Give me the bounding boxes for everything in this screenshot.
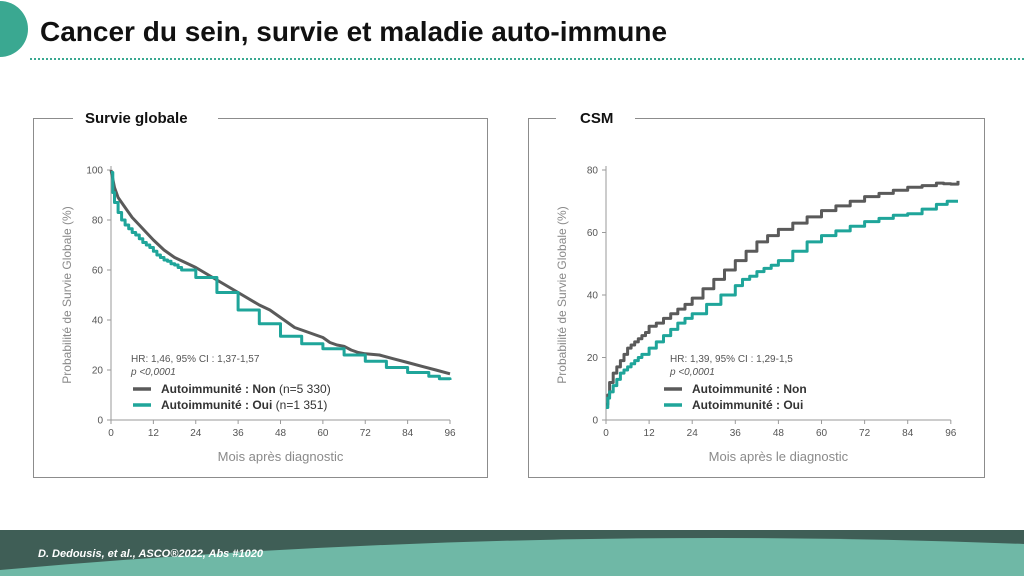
legend-entry-oui: Autoimmunité : Oui	[692, 398, 803, 412]
x-tick-label: 36	[233, 428, 245, 439]
x-tick-label: 84	[402, 428, 414, 439]
legend-label: Autoimmunité : Non	[692, 382, 807, 396]
y-tick-label: 60	[92, 266, 104, 277]
chart-panel-csm: CSM 0 20 40 60 80 0 12 24 36 48 60 72 84 96 Mois après …	[528, 110, 985, 478]
footer-light-wave	[0, 537, 1024, 576]
x-tick-label: 72	[859, 428, 871, 439]
y-tick-label: 20	[92, 366, 104, 377]
x-tick-label: 48	[275, 428, 287, 439]
x-tick-label: 12	[644, 428, 656, 439]
x-tick-label: 60	[816, 428, 828, 439]
x-tick-label: 84	[902, 428, 914, 439]
x-tick-label: 96	[444, 428, 456, 439]
legend-label: Autoimmunité : Oui	[161, 398, 272, 412]
y-tick-label: 80	[587, 166, 599, 177]
x-axis-label: Mois après diagnostic	[218, 449, 344, 464]
title-accent-circle	[0, 1, 28, 57]
legend-entry-non: Autoimmunité : Non	[692, 382, 807, 396]
chart-title: CSM	[580, 110, 613, 127]
y-tick-label: 60	[587, 228, 599, 239]
y-tick-label: 0	[97, 416, 103, 427]
y-tick-label: 40	[587, 291, 599, 302]
x-tick-label: 72	[360, 428, 372, 439]
legend-count: (n=5 330)	[276, 382, 331, 396]
x-tick-label: 12	[148, 428, 160, 439]
x-tick-label: 48	[773, 428, 785, 439]
legend-label: Autoimmunité : Non	[161, 382, 276, 396]
p-value-annotation: p <0,0001	[130, 367, 176, 378]
chart-frame	[33, 118, 488, 478]
series-line-non	[606, 180, 960, 406]
slide-title: Cancer du sein, survie et maladie auto-i…	[40, 16, 668, 47]
y-tick-label: 20	[587, 353, 599, 364]
x-tick-label: 24	[190, 428, 202, 439]
footer-band	[0, 530, 1024, 576]
x-tick-label: 24	[687, 428, 699, 439]
legend-label: Autoimmunité : Oui	[692, 398, 803, 412]
legend-entry-non: Autoimmunité : Non (n=5 330)	[161, 382, 331, 396]
chart-survie-globale: Survie globale 0 20 40 60 80 100 0 12 24 36 48 60 72 8…	[33, 110, 488, 478]
x-tick-label: 96	[945, 428, 957, 439]
chart-title: Survie globale	[85, 110, 188, 127]
legend-entry-oui: Autoimmunité : Oui (n=1 351)	[161, 398, 327, 412]
series-line-oui	[111, 171, 452, 381]
x-tick-label: 60	[317, 428, 329, 439]
hr-annotation: HR: 1,46, 95% CI : 1,37-1,57	[131, 354, 260, 365]
chart-panel-survie-globale: Survie globale 0 20 40 60 80 100 0 12 24 36 48 60 72 8…	[33, 110, 488, 478]
x-tick-label: 0	[108, 428, 114, 439]
x-tick-label: 0	[603, 428, 609, 439]
legend-count: (n=1 351)	[272, 398, 327, 412]
x-axis-label: Mois après le diagnostic	[709, 449, 849, 464]
title-divider	[30, 58, 1024, 60]
citation-text: D. Dedousis, et al., ASCO®2022, Abs #102…	[38, 548, 263, 560]
chart-csm: CSM 0 20 40 60 80 0 12 24 36 48 60 72 84 96 Mois après …	[528, 110, 985, 478]
y-axis-label: Probabilité de Survie Globale (%)	[555, 206, 569, 383]
y-tick-label: 0	[592, 416, 598, 427]
y-tick-label: 40	[92, 316, 104, 327]
x-tick-label: 36	[730, 428, 742, 439]
y-tick-label: 100	[86, 166, 103, 177]
series-line-oui	[606, 199, 958, 409]
p-value-annotation: p <0,0001	[669, 367, 715, 378]
y-axis-label: Probabilité de Survie Globale (%)	[60, 206, 74, 383]
chart-frame	[528, 118, 985, 478]
y-tick-label: 80	[92, 216, 104, 227]
series-line-non	[109, 169, 451, 376]
hr-annotation: HR: 1,39, 95% CI : 1,29-1,5	[670, 354, 793, 365]
